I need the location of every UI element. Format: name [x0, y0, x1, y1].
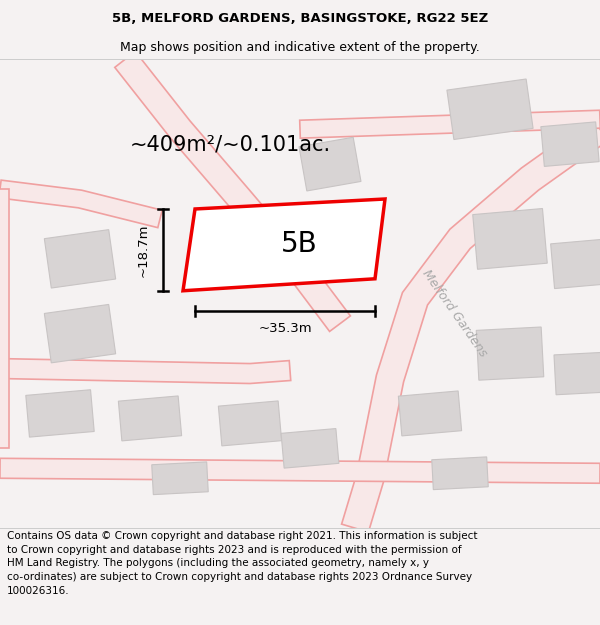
- Bar: [476, 327, 544, 380]
- Bar: [299, 138, 361, 191]
- Bar: [551, 239, 600, 289]
- Bar: [447, 79, 533, 139]
- Text: ~35.3m: ~35.3m: [258, 322, 312, 335]
- Text: 5B: 5B: [281, 231, 318, 258]
- Bar: [152, 462, 208, 494]
- Polygon shape: [300, 110, 600, 138]
- Text: ~409m²/~0.101ac.: ~409m²/~0.101ac.: [130, 134, 331, 154]
- Bar: [44, 304, 116, 363]
- Polygon shape: [0, 458, 600, 483]
- Polygon shape: [341, 118, 600, 532]
- Bar: [218, 401, 281, 446]
- Polygon shape: [115, 51, 350, 331]
- Bar: [554, 352, 600, 395]
- Bar: [26, 390, 94, 437]
- Polygon shape: [0, 180, 162, 228]
- Bar: [541, 122, 599, 166]
- Bar: [118, 396, 182, 441]
- Bar: [44, 229, 116, 288]
- Text: Contains OS data © Crown copyright and database right 2021. This information is : Contains OS data © Crown copyright and d…: [7, 531, 478, 596]
- Text: Melford Gardens: Melford Gardens: [420, 268, 490, 360]
- Text: 5B, MELFORD GARDENS, BASINGSTOKE, RG22 5EZ: 5B, MELFORD GARDENS, BASINGSTOKE, RG22 5…: [112, 12, 488, 26]
- Text: ~18.7m: ~18.7m: [137, 223, 149, 277]
- Text: Map shows position and indicative extent of the property.: Map shows position and indicative extent…: [120, 41, 480, 54]
- Polygon shape: [0, 359, 291, 384]
- Polygon shape: [183, 199, 385, 291]
- Bar: [432, 457, 488, 489]
- Bar: [398, 391, 461, 436]
- Bar: [281, 429, 339, 468]
- Polygon shape: [0, 189, 9, 448]
- Bar: [473, 209, 547, 269]
